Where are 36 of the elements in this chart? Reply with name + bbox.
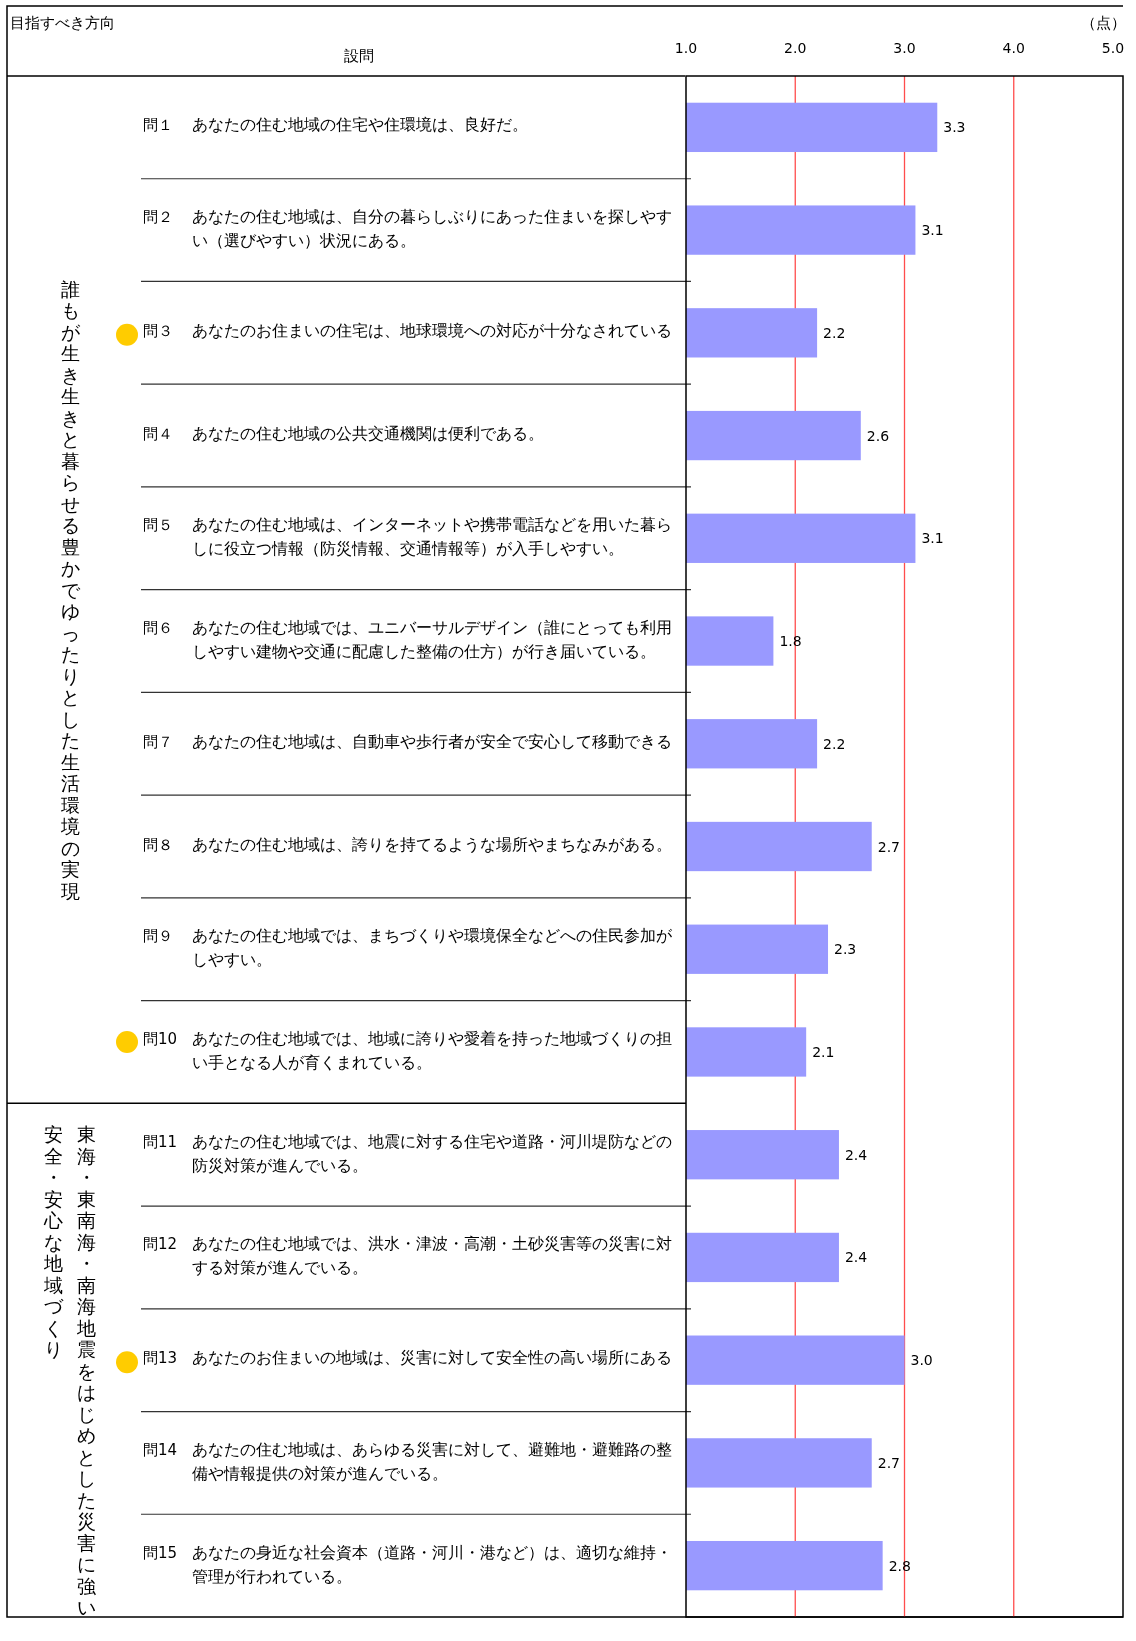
- x-tick-label: 1.0: [674, 40, 698, 56]
- data-label: 2.4: [844, 1249, 868, 1266]
- category-label: 問１ あなたの住む地域の住宅や住環境は、良好だ。: [143, 115, 528, 135]
- y-tick-label: 問15 あなたの身近な社会資本（道路・河川・港など）は、適切な維持・管理が行われている。: [143, 1542, 672, 1586]
- data-label: 3.0: [910, 1352, 933, 1369]
- data-label: 2.4: [844, 1146, 868, 1163]
- category-label: 問８ あなたの住む地域は、誇りを持てるような場所やまちなみがある。: [143, 834, 672, 854]
- category-label: 問７ あなたの住む地域は、自動車や歩行者が安全で安心して移動できる: [143, 731, 672, 751]
- data-label: 2.3: [834, 941, 857, 958]
- x-tick-label: 2.0: [784, 40, 807, 56]
- category-label: 問３ あなたのお住まいの住宅は、地球環境への対応が十分なされている: [143, 320, 672, 340]
- category-label: 問５ あなたの住む地域は、インターネットや携帯電話などを用いた暮らしに役立つ情報（防災情報、交通情報等）が入手しやすい。: [143, 515, 672, 559]
- category-label: 問４ あなたの住む地域の公共交通機関は便利である。: [143, 423, 544, 443]
- data-label: 2.7: [877, 1454, 900, 1471]
- data-label: 3.1: [921, 530, 944, 547]
- category-label: 問２ あなたの住む地域は、自分の暮らしぶりにあった住まいを探しやすい（選びやすい）状況にある。: [143, 207, 672, 251]
- data-label: 2.6: [866, 427, 890, 444]
- x-tick-label: 4.0: [1002, 40, 1025, 56]
- x-tick-label: 5.0: [1101, 40, 1125, 56]
- y-tick-label: 問10 あなたの住む地域では、地域に誇りや愛着を持った地域づくりの担い手となる人が育くまれている。: [143, 1028, 672, 1072]
- annotations: 目指すべき方向 誰もが生き生きと暮らせる豊かでゆったりとした生活環境の実現 東海・東南海・南海地震をはじめとした災害に強い 安全・安心な地域づくり: [10, 14, 115, 1619]
- x-tick-label: 3.0: [893, 40, 916, 56]
- category-label: 問６ あなたの住む地域では、ユニバーサルデザイン（誰にとっても利用しやすい建物や交通に配慮した整備の仕方）が行き届いている。: [143, 618, 672, 662]
- y-axis-title: 設問: [344, 47, 374, 65]
- y-tick-label: 問12 あなたの住む地域では、洪水・津波・高潮・土砂災害等の災害に対する対策が進んでいる。: [143, 1234, 672, 1278]
- data-label: 2.7: [877, 838, 900, 855]
- y-tick-label: 問13 あなたのお住まいの地域は、災害に対して安全性の高い場所にある: [143, 1348, 672, 1368]
- data-label: 3.1: [921, 222, 944, 239]
- data-label: 2.1: [812, 1043, 835, 1060]
- data-label: 2.2: [823, 735, 846, 752]
- x-axis-title: （点）: [1081, 14, 1126, 32]
- data-label: 3.3: [943, 119, 966, 136]
- data-label: 2.2: [823, 324, 846, 341]
- category-label: 問９ あなたの住む地域では、まちづくりや環境保全などへの住民参加がしやすい。: [143, 926, 672, 970]
- y-tick-label: 問14 あなたの住む地域は、あらゆる災害に対して、避難地・避難路の整備や情報提供の対策が進んでいる。: [143, 1439, 672, 1483]
- y-tick-label: 問11 あなたの住む地域では、地震に対する住宅や道路・河川堤防などの防災対策が進んでいる。: [143, 1131, 672, 1175]
